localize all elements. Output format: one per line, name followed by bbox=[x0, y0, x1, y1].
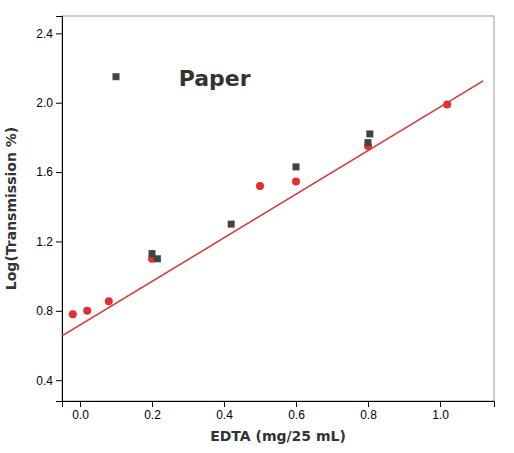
point bbox=[365, 139, 372, 146]
tick: 0.4 bbox=[36, 374, 62, 388]
tick-mark bbox=[56, 103, 62, 104]
point bbox=[154, 255, 161, 262]
tick-label: 0.4 bbox=[216, 408, 233, 422]
tick: 0.4 bbox=[216, 401, 233, 422]
chart: 0.0 0.2 0.4 0.6 0.8 1.0 0.4 0.8 1.2 1.6 2.0 2.4 Pape… bbox=[0, 0, 514, 453]
tick-label: 2.0 bbox=[36, 96, 53, 110]
tick-mark bbox=[56, 33, 62, 34]
point bbox=[366, 130, 373, 137]
tick-label: 1.0 bbox=[432, 408, 449, 422]
tick-label: 0.8 bbox=[36, 304, 53, 318]
y-axis-title: Log(Transmission %) bbox=[3, 127, 19, 290]
tick-label: 1.2 bbox=[36, 235, 53, 249]
tick: 1.2 bbox=[36, 235, 62, 249]
tick-label: 0.8 bbox=[360, 408, 377, 422]
point bbox=[293, 163, 300, 170]
series bbox=[113, 73, 374, 262]
marks bbox=[62, 73, 483, 336]
tick-mark bbox=[56, 311, 62, 312]
tick: 0.2 bbox=[144, 401, 161, 422]
tick-label: 2.4 bbox=[36, 27, 53, 41]
point bbox=[256, 182, 264, 190]
tick-mark bbox=[224, 401, 225, 407]
point bbox=[228, 221, 235, 228]
plot: 0.0 0.2 0.4 0.6 0.8 1.0 0.4 0.8 1.2 1.6 2.0 2.4 Pape… bbox=[36, 16, 494, 422]
tick-mark bbox=[152, 401, 153, 407]
annotation: Paper bbox=[179, 66, 251, 91]
tick: 2.0 bbox=[36, 96, 62, 110]
tick-mark bbox=[56, 172, 62, 173]
tick: 0.8 bbox=[36, 304, 62, 318]
tick-mark bbox=[56, 380, 62, 381]
tick: 0.6 bbox=[288, 401, 305, 422]
x-axis-title: EDTA (mg/25 mL) bbox=[210, 428, 346, 444]
tick-label: 0.0 bbox=[72, 408, 89, 422]
point bbox=[105, 297, 113, 305]
tick: 0.8 bbox=[360, 401, 377, 422]
tick-label: 0.6 bbox=[288, 408, 305, 422]
point bbox=[292, 178, 300, 186]
tick-mark bbox=[368, 401, 369, 407]
tick-mark bbox=[440, 401, 441, 407]
series bbox=[69, 100, 451, 318]
axis-domain bbox=[63, 402, 495, 408]
tick-mark bbox=[56, 241, 62, 242]
fit-line bbox=[62, 81, 483, 336]
y-axis: 0.4 0.8 1.2 1.6 2.0 2.4 bbox=[36, 17, 62, 402]
plot-frame bbox=[62, 16, 494, 401]
tick: 1.6 bbox=[36, 165, 62, 179]
axis-domain bbox=[56, 17, 63, 402]
tick-mark bbox=[296, 401, 297, 407]
x-axis: 0.0 0.2 0.4 0.6 0.8 1.0 bbox=[63, 401, 495, 422]
point bbox=[83, 307, 91, 315]
point bbox=[69, 310, 77, 318]
tick-mark bbox=[80, 401, 81, 407]
tick: 2.4 bbox=[36, 27, 62, 41]
tick-label: 0.2 bbox=[144, 408, 161, 422]
tick-label: 1.6 bbox=[36, 165, 53, 179]
point bbox=[443, 100, 451, 108]
tick-label: 0.4 bbox=[36, 374, 53, 388]
tick: 0.0 bbox=[72, 401, 89, 422]
point bbox=[113, 73, 120, 80]
tick: 1.0 bbox=[432, 401, 449, 422]
